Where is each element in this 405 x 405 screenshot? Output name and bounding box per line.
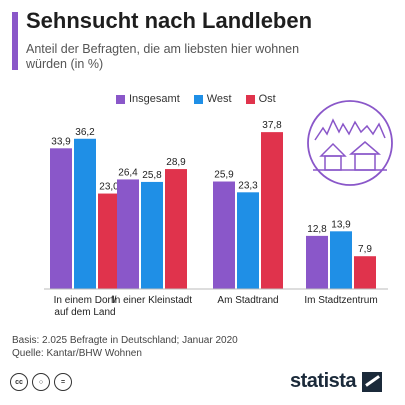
legend: Insgesamt West Ost	[116, 92, 276, 106]
category-label-0: In einem Dorf/auf dem Land	[54, 295, 117, 318]
legend-swatch-insgesamt	[116, 94, 125, 104]
chart-subtitle: Anteil der Befragten, die am liebsten hi…	[26, 42, 300, 71]
bar-west-3	[330, 231, 352, 289]
value-label-west-3: 13,9	[331, 219, 351, 230]
bar-ost-0	[98, 193, 120, 289]
bar-west-1	[141, 181, 163, 289]
bar-chart: 33,9 36,2 23,0 In einem Dorf/auf dem Land 26…	[44, 120, 388, 318]
bar-insgesamt-3	[306, 235, 328, 289]
attribution-icon: ○	[32, 373, 50, 391]
category-label-2: Am Stadtrand	[217, 295, 278, 306]
legend-label-ost: Ost	[258, 93, 276, 105]
footer-basis: Basis: 2.025 Befragte in Deutschland; Ja…	[12, 335, 238, 346]
statista-brand[interactable]: statista	[290, 370, 383, 393]
category-label-1: In einer Kleinstadt	[112, 295, 192, 306]
value-label-insgesamt-2: 25,9	[214, 170, 234, 181]
value-label-insgesamt-0: 33,9	[51, 136, 71, 147]
value-label-insgesamt-1: 26,4	[118, 167, 138, 178]
cc-icon: cc	[10, 373, 28, 391]
statista-logo-icon	[362, 371, 383, 392]
bar-insgesamt-1	[117, 179, 139, 289]
bar-insgesamt-2	[213, 181, 235, 289]
bar-west-0	[74, 138, 96, 289]
license-icons: cc ○ =	[10, 373, 72, 391]
value-label-ost-0: 23,0	[99, 182, 119, 193]
value-label-west-0: 36,2	[75, 127, 95, 138]
village-illustration	[307, 100, 393, 186]
legend-swatch-ost	[245, 94, 255, 104]
bar-insgesamt-0	[50, 148, 72, 289]
legend-item-ost: Ost	[245, 93, 276, 105]
bar-ost-1	[165, 169, 187, 289]
value-label-ost-1: 28,9	[166, 157, 186, 168]
legend-swatch-west	[193, 94, 203, 104]
footer-source: Quelle: Kantar/BHW Wohnen	[12, 348, 142, 359]
footer: Basis: 2.025 Befragte in Deutschland; Ja…	[12, 334, 238, 360]
value-label-ost-3: 7,9	[358, 244, 372, 255]
legend-item-insgesamt: Insgesamt	[116, 93, 180, 105]
title-accent-bar	[12, 12, 18, 70]
no-derivatives-icon: =	[54, 373, 72, 391]
legend-label-insgesamt: Insgesamt	[129, 93, 180, 105]
value-label-ost-2: 37,8	[262, 120, 282, 131]
bar-west-2	[237, 192, 259, 289]
value-label-west-2: 23,3	[238, 180, 258, 191]
legend-label-west: West	[206, 93, 232, 105]
legend-item-west: West	[193, 93, 232, 105]
chart-title: Sehnsucht nach Landleben	[26, 8, 313, 33]
bar-ost-3	[354, 256, 376, 289]
brand-name: statista	[290, 370, 357, 392]
value-label-insgesamt-3: 12,8	[307, 224, 327, 235]
value-label-west-1: 25,8	[142, 170, 162, 181]
category-label-3: Im Stadtzentrum	[304, 295, 377, 306]
bar-ost-2	[261, 132, 283, 289]
